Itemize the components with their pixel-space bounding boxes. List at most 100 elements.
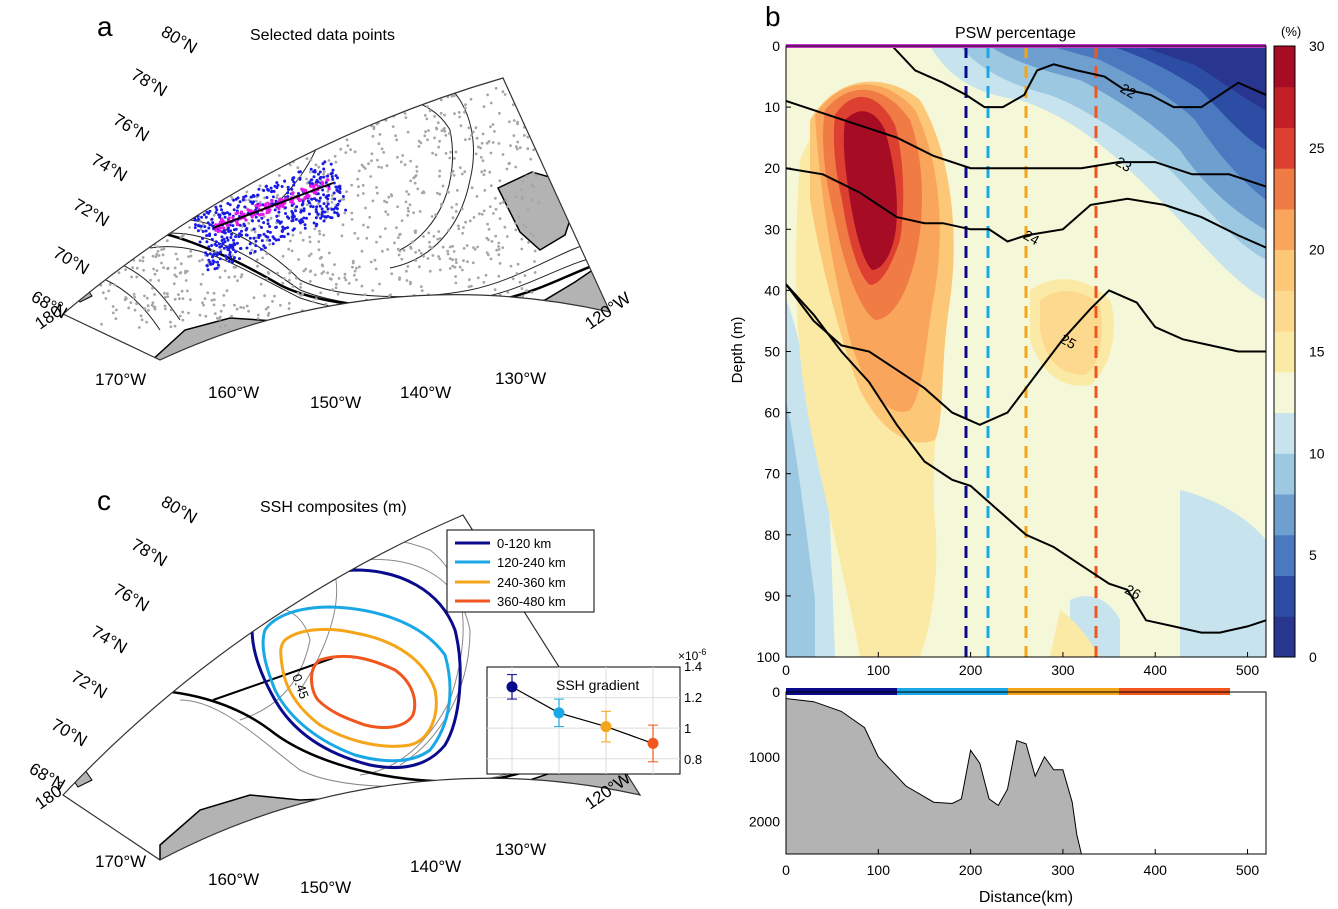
- grey-point: [201, 258, 204, 262]
- grey-point: [113, 257, 116, 261]
- grey-point: [188, 78, 191, 82]
- selected-point: [278, 221, 282, 225]
- grey-point: [242, 306, 246, 310]
- grey-point: [436, 121, 440, 125]
- c-lat-label-76n: 76°N: [110, 580, 152, 615]
- grey-point: [170, 62, 173, 65]
- inset-ytick-1: 1: [684, 721, 691, 736]
- grey-point: [184, 148, 188, 152]
- grey-point: [163, 103, 167, 107]
- grey-point: [100, 322, 103, 326]
- lat-label-72n: 72°N: [70, 195, 112, 230]
- selected-point: [280, 229, 284, 233]
- grey-point: [270, 152, 274, 156]
- selected-point: [277, 210, 281, 214]
- grey-point: [330, 200, 334, 204]
- grey-point: [110, 116, 113, 119]
- c-lon-label-140w: 140°W: [410, 857, 461, 876]
- grey-point: [497, 241, 501, 245]
- grey-point: [149, 177, 153, 181]
- grey-point: [216, 316, 219, 320]
- grey-point: [486, 323, 490, 327]
- grey-point: [172, 59, 175, 62]
- grey-point: [205, 103, 209, 107]
- grey-point: [409, 63, 412, 66]
- bathy-x-tick-300: 300: [1051, 862, 1075, 878]
- grey-point: [208, 98, 212, 102]
- grey-point: [213, 131, 217, 135]
- grey-point: [276, 118, 280, 122]
- grey-point: [451, 317, 455, 321]
- grey-point: [212, 213, 216, 217]
- grey-point: [497, 142, 501, 145]
- selected-point: [333, 197, 337, 201]
- grey-point: [359, 60, 362, 63]
- selected-point: [284, 206, 287, 210]
- grey-point: [248, 86, 252, 90]
- grey-point: [331, 313, 334, 316]
- grey-point: [218, 276, 222, 279]
- selected-point: [330, 175, 334, 179]
- grey-point: [245, 304, 249, 308]
- grey-point: [136, 102, 139, 106]
- selected-point: [201, 230, 205, 233]
- grey-point: [106, 138, 109, 142]
- grey-point: [482, 173, 486, 177]
- grey-point: [177, 182, 181, 185]
- grey-point: [250, 171, 253, 175]
- grey-point: [292, 151, 296, 155]
- grey-point: [229, 134, 233, 138]
- grey-point: [515, 300, 519, 303]
- grey-point: [120, 240, 124, 244]
- grey-point: [141, 259, 145, 263]
- grey-point: [376, 98, 380, 101]
- selected-point: [198, 240, 202, 244]
- colorbar-bin: [1274, 453, 1295, 495]
- grey-point: [490, 184, 493, 188]
- selected-point: [321, 162, 325, 166]
- grey-point: [212, 135, 216, 139]
- grey-point: [366, 225, 370, 229]
- grey-point: [317, 202, 320, 206]
- grey-point: [465, 244, 469, 247]
- grey-point: [376, 158, 379, 162]
- bathymetry-area: [785, 697, 1086, 855]
- grey-point: [468, 316, 472, 319]
- selected-point: [228, 253, 232, 257]
- grey-point: [427, 129, 430, 132]
- grey-point: [305, 137, 309, 141]
- grey-point: [441, 184, 445, 188]
- grey-point: [420, 289, 424, 292]
- selected-point: [267, 188, 271, 192]
- grey-point: [173, 273, 177, 277]
- c-lat-label-70n: 70°N: [48, 715, 90, 750]
- selected-point: [210, 217, 214, 221]
- selected-point: [218, 257, 222, 261]
- grey-point: [464, 103, 467, 107]
- ssh-contour-0-120: [250, 568, 462, 770]
- grey-point: [149, 172, 153, 176]
- grey-point: [138, 259, 142, 262]
- grey-point: [172, 282, 176, 286]
- grey-point: [136, 103, 140, 107]
- grey-point: [371, 289, 375, 292]
- selected-point: [318, 204, 322, 208]
- selected-point: [231, 246, 235, 250]
- grey-point: [526, 81, 530, 84]
- grey-point: [182, 133, 186, 137]
- grey-point: [339, 320, 343, 323]
- grey-point: [133, 221, 136, 225]
- grey-point: [136, 115, 140, 119]
- grey-point: [173, 324, 177, 328]
- selected-point: [324, 215, 328, 219]
- grey-point: [402, 94, 406, 98]
- grey-point: [334, 286, 338, 290]
- grey-point: [460, 207, 464, 211]
- grey-point: [288, 239, 292, 243]
- grey-point: [124, 268, 127, 271]
- grey-point: [505, 235, 509, 238]
- grey-point: [250, 228, 254, 232]
- selected-point: [241, 198, 245, 202]
- grey-point: [383, 66, 386, 69]
- grey-point: [373, 81, 376, 85]
